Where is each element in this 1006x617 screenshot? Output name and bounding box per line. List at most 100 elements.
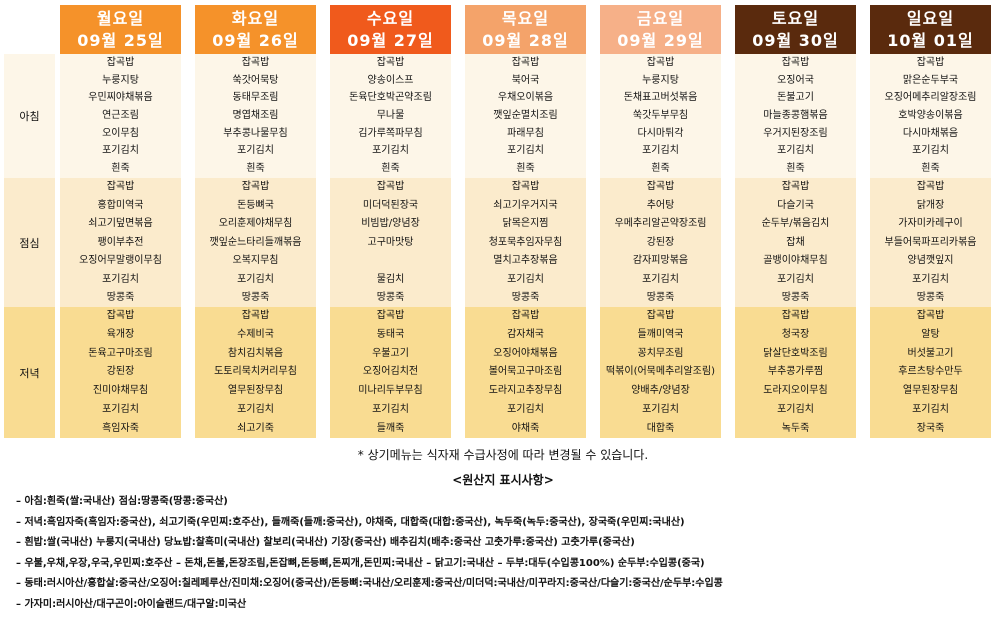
menu-item: 우메추리알곤약장조림 — [614, 218, 707, 229]
menu-item: 잡곡밥 — [511, 310, 540, 321]
menu-item: 잡곡밥 — [376, 310, 405, 321]
menu-item: 장국죽 — [916, 422, 945, 434]
menu-item: 잡곡밥 — [241, 57, 270, 68]
menu-item: 흰죽 — [651, 162, 670, 174]
menu-item: 포기김치 — [912, 404, 949, 416]
menu-item: 명엽채조림 — [232, 109, 279, 121]
menu-item: 골뱅이야채무침 — [763, 255, 828, 266]
menu-item: 수제비국 — [237, 328, 274, 340]
menu-item: 흰죽 — [381, 162, 400, 174]
origin-section-title: <원산지 표시사항> — [452, 473, 554, 487]
day-date: 10월 01일 — [887, 30, 974, 50]
menu-item: 포기김치 — [237, 145, 274, 157]
day-date: 09월 27일 — [347, 30, 434, 50]
menu-item: 야채죽 — [511, 422, 540, 434]
day-header: 토요일 09월 30일 — [735, 5, 856, 54]
menu-item: 잡곡밥 — [241, 310, 270, 321]
dinner-cell: 잡곡밥 수제비국 참치김치볶음 도토리묵치커리무침 열무된장무침 포기김치 쇠고기죽 — [195, 307, 316, 438]
menu-item: 잡곡밥 — [916, 310, 945, 321]
breakfast-cell: 잡곡밥 맑은순두부국 오징어메추리알장조림 호박양송이볶음 다시마채볶음 포기김치 흰죽 — [870, 54, 991, 178]
day-header: 일요일 10월 01일 — [870, 5, 991, 54]
day-name: 월요일 — [96, 8, 145, 28]
menu-item: 돈육고구마조림 — [88, 347, 153, 359]
menu-item: 돈육단호박곤약조림 — [349, 92, 432, 104]
menu-item: 포기김치 — [237, 273, 274, 285]
day-header: 금요일 09월 29일 — [600, 5, 721, 54]
day-name: 목요일 — [501, 8, 550, 28]
day-name: 일요일 — [906, 8, 955, 28]
menu-item: 오징어국 — [777, 74, 814, 86]
menu-item: 버섯불고기 — [907, 347, 954, 359]
menu-item: 흑임자죽 — [102, 422, 139, 434]
menu-item: 땅콩죽 — [106, 292, 135, 303]
menu-item: 포기김치 — [642, 273, 679, 285]
menu-item: 고구마맛탕 — [367, 236, 414, 248]
menu-item: 닭목은지찜 — [502, 218, 549, 229]
menu-item: 북어국 — [511, 74, 540, 86]
lunch-cell: 잡곡밥 미더덕된장국 비빔밥/양념장 고구마맛탕 물김치 땅콩죽 — [330, 178, 451, 307]
menu-item: 포기김치 — [507, 145, 544, 157]
menu-item: 돈등뼈국 — [237, 199, 274, 211]
menu-item: 미더덕된장국 — [362, 199, 419, 211]
menu-item: 잡곡밥 — [781, 57, 810, 68]
menu-item: 다시마채볶음 — [902, 127, 959, 139]
menu-item: 양배추/양념장 — [631, 385, 690, 397]
menu-item: 돈불고기 — [777, 92, 814, 104]
lunch-cell: 잡곡밥 닭개장 가자미카레구이 부들어묵파프리카볶음 양념깻잎지 포기김치 땅콩죽 — [870, 178, 991, 307]
menu-item: 호박양송이볶음 — [898, 109, 963, 121]
day-header: 수요일 09월 27일 — [330, 5, 451, 54]
menu-item: 땅콩죽 — [646, 292, 675, 303]
menu-item: 땅콩죽 — [376, 292, 405, 303]
menu-item: 흰죽 — [246, 162, 265, 174]
menu-item: 오징어무말랭이무침 — [79, 255, 162, 266]
menu-item: 잡곡밥 — [511, 181, 540, 192]
lunch-cell: 잡곡밥 다슬기국 순두부/볶음김치 잡채 골뱅이야채무침 포기김치 땅콩죽 — [735, 178, 856, 307]
menu-item: 쇠고기덮면볶음 — [88, 218, 153, 229]
menu-item: 포기김치 — [642, 404, 679, 416]
menu-item: 잡곡밥 — [646, 57, 675, 68]
menu-item: 잡곡밥 — [241, 181, 270, 192]
menu-item — [389, 255, 392, 267]
lunch-cell: 잡곡밥 쇠고기우거지국 닭목은지찜 청포묵추임자무침 멸치고추장볶음 포기김치 땅콩죽 — [465, 178, 586, 307]
menu-item: 미나리두부무침 — [358, 385, 423, 397]
menu-item: 순두부/볶음김치 — [761, 218, 830, 229]
origin-list: – 아침:흰죽(쌀:국내산) 점심:땅콩죽(땅콩:중국산) – 저녁:흑임자죽(흑… — [16, 492, 1001, 615]
menu-item: 가자미카레구이 — [898, 218, 963, 229]
menu-item: 포기김치 — [777, 145, 814, 157]
menu-item: 땅콩죽 — [916, 292, 945, 303]
menu-item: 잡곡밥 — [781, 310, 810, 321]
menu-item: 홍합미역국 — [97, 199, 144, 211]
menu-item: 떡볶이(어묵메추리알조림) — [605, 366, 715, 378]
menu-item: 감자채국 — [507, 328, 544, 340]
menu-item: 감자피망볶음 — [632, 255, 689, 266]
day-header-row: 월요일 09월 25일 화요일 09월 26일 수요일 09월 27일 목요일 09월 28일… — [4, 5, 1000, 54]
menu-item: 팽이부추전 — [97, 236, 144, 248]
menu-item: 꽁치무조림 — [637, 347, 684, 359]
menu-item: 열무된장무침 — [227, 385, 284, 397]
menu-item: 닭살단호박조림 — [763, 347, 828, 359]
menu-item: 쑥갓두부무침 — [632, 109, 689, 121]
menu-item: 포기김치 — [642, 145, 679, 157]
menu-item: 강된장 — [106, 366, 135, 378]
menu-item: 양송이스프 — [367, 74, 414, 86]
dinner-cell: 잡곡밥 청국장 닭살단호박조림 부추콩가루찜 도라지오이무침 포기김치 녹두죽 — [735, 307, 856, 438]
day-header: 화요일 09월 26일 — [195, 5, 316, 54]
lunch-cell: 잡곡밥 돈등뼈국 오리훈제야채무침 깻잎순느타리들깨볶음 오복지무침 포기김치 땅콩죽 — [195, 178, 316, 307]
menu-item: 연근조림 — [102, 109, 139, 121]
menu-item: 잡곡밥 — [376, 181, 405, 192]
menu-item: 오이무침 — [102, 127, 139, 139]
origin-line: – 가자미:러시아산/대구곤이:아이슬랜드/대구알:미국산 — [16, 598, 247, 610]
menu-item: 후르츠탕수만두 — [898, 366, 963, 378]
menu-item: 잡곡밥 — [916, 181, 945, 192]
menu-item: 땅콩죽 — [781, 292, 810, 303]
menu-item: 오복지무침 — [232, 255, 279, 266]
menu-item: 포기김치 — [912, 145, 949, 157]
breakfast-row: 아침 잡곡밥 누룽지탕 우민찌야채볶음 연근조림 오이무침 포기김치 흰죽 잡곡밥 쑥갓어묵탕 동태… — [4, 54, 1000, 178]
breakfast-cell: 잡곡밥 오징어국 돈불고기 마늘종콩햄볶음 우거지된장조림 포기김치 흰죽 — [735, 54, 856, 178]
lunch-cell: 잡곡밥 추어탕 우메추리알곤약장조림 강된장 감자피망볶음 포기김치 땅콩죽 — [600, 178, 721, 307]
menu-item: 볼어묵고구마조림 — [488, 366, 563, 378]
day-date: 09월 29일 — [617, 30, 704, 50]
menu-item: 동태국 — [376, 328, 405, 340]
menu-item: 포기김치 — [507, 404, 544, 416]
menu-item: 참치김치볶음 — [227, 347, 284, 359]
